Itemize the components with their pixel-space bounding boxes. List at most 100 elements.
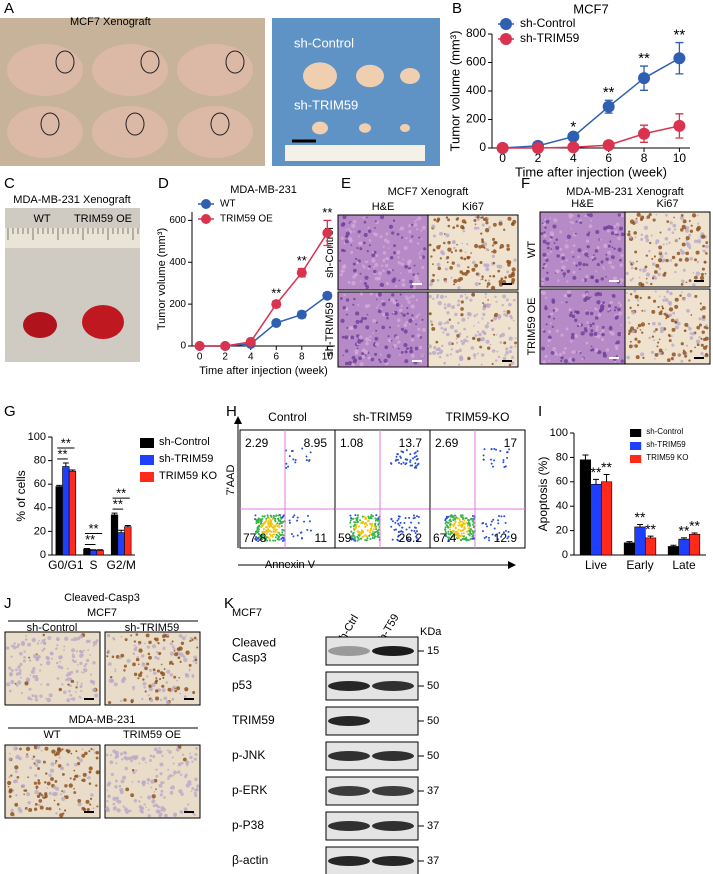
cell — [361, 352, 365, 356]
cell — [345, 229, 348, 231]
event — [288, 521, 291, 524]
cell — [390, 339, 393, 342]
cell — [354, 351, 358, 355]
cell — [363, 316, 368, 320]
cell — [60, 766, 64, 770]
cell — [55, 661, 59, 665]
cell — [408, 239, 413, 243]
cell — [27, 801, 31, 805]
cell — [596, 291, 600, 295]
event — [264, 521, 267, 524]
cell — [163, 813, 168, 818]
cell — [474, 334, 478, 337]
cell — [35, 656, 39, 661]
cell — [608, 326, 613, 331]
event — [374, 531, 377, 534]
cell — [701, 306, 706, 310]
cell — [565, 239, 568, 242]
cell — [179, 810, 182, 813]
cell — [88, 782, 92, 785]
cell — [50, 762, 55, 767]
event — [355, 525, 358, 528]
cell — [685, 235, 690, 241]
cell — [512, 319, 515, 322]
cell — [408, 230, 412, 234]
cell — [119, 699, 123, 703]
cell — [602, 267, 605, 270]
cell — [135, 633, 139, 636]
cell — [661, 305, 664, 308]
cell — [398, 279, 401, 282]
cell — [133, 798, 138, 803]
cell — [65, 678, 68, 682]
cell — [507, 216, 512, 221]
cell — [34, 694, 38, 699]
cell — [169, 790, 174, 795]
event — [359, 519, 362, 522]
error-bar — [647, 535, 654, 538]
cell — [373, 250, 377, 254]
cell — [20, 676, 22, 679]
cell — [148, 686, 154, 692]
cell — [39, 694, 43, 698]
cell — [388, 224, 394, 229]
bar — [110, 514, 119, 556]
cell — [588, 224, 593, 229]
cell — [14, 770, 18, 773]
cell — [506, 309, 511, 314]
cell — [140, 810, 144, 814]
cell — [437, 347, 441, 350]
event — [485, 523, 488, 526]
cell — [77, 756, 80, 760]
cell — [190, 790, 193, 793]
quadrant-value: 8.95 — [304, 436, 328, 450]
cell — [24, 638, 28, 641]
cell — [631, 330, 635, 334]
cell — [395, 299, 398, 302]
band — [328, 786, 370, 796]
cell — [447, 224, 451, 228]
cell — [429, 320, 433, 324]
cell — [49, 651, 54, 656]
cell — [600, 260, 604, 264]
event — [449, 522, 452, 525]
legend-marker — [500, 33, 512, 45]
cell — [460, 256, 464, 260]
event — [397, 522, 400, 525]
cell — [671, 352, 676, 357]
cell — [34, 763, 39, 767]
cell — [391, 312, 394, 315]
cell — [145, 633, 150, 638]
cell — [375, 298, 378, 301]
bar — [124, 526, 132, 556]
cell — [509, 345, 513, 349]
event — [463, 538, 466, 541]
cell — [666, 290, 670, 294]
band — [328, 821, 370, 831]
cell — [8, 789, 13, 794]
event — [281, 539, 284, 542]
cell — [657, 341, 660, 344]
cell — [54, 779, 58, 783]
event — [359, 537, 362, 540]
cell — [582, 251, 585, 254]
event — [454, 514, 457, 517]
cell — [130, 793, 135, 798]
cell — [93, 645, 95, 647]
event — [257, 532, 260, 535]
cell — [499, 243, 505, 249]
cell — [59, 793, 62, 796]
cell — [583, 298, 587, 302]
event — [413, 456, 416, 459]
cell — [174, 687, 176, 690]
cell — [685, 281, 688, 284]
cell — [446, 332, 450, 337]
event — [447, 530, 450, 533]
cell — [419, 321, 422, 324]
event — [358, 534, 361, 537]
event — [466, 522, 469, 525]
cell — [545, 219, 550, 224]
cell — [19, 651, 23, 656]
cell — [685, 344, 689, 347]
cell — [184, 687, 189, 692]
